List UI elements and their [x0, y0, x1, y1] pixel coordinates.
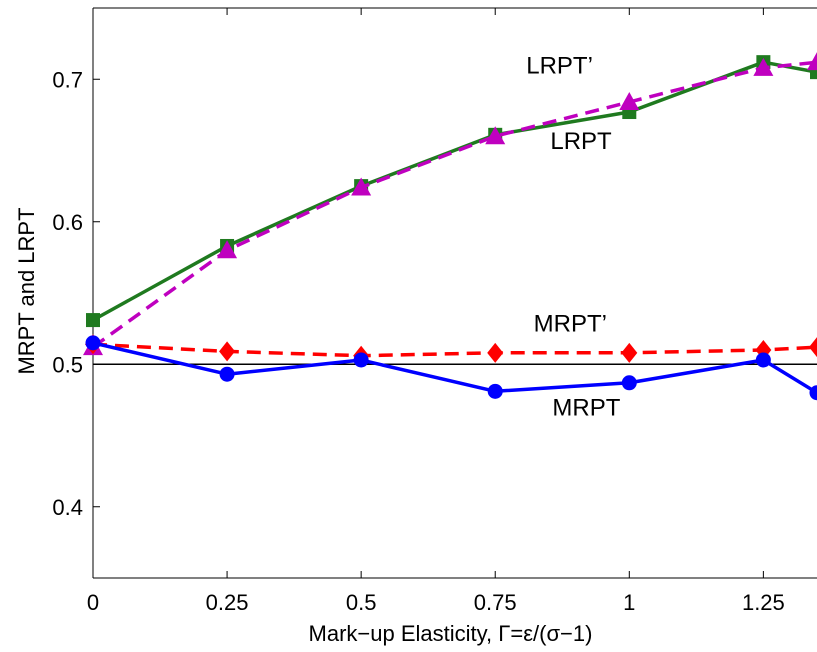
data-point-mrpt_prime [219, 341, 236, 362]
data-point-lrpt_prime [753, 57, 774, 76]
data-point-mrpt [85, 335, 101, 351]
data-point-mrpt_prime [621, 342, 638, 363]
y-tick-label: 0.7 [52, 67, 83, 92]
y-tick-label: 0.5 [52, 352, 83, 377]
data-point-mrpt [219, 366, 235, 382]
data-point-mrpt_prime [487, 342, 504, 363]
annotations: LRPT’ LRPT MRPT’ MRPT [526, 53, 620, 422]
y-tick-label: 0.4 [52, 495, 83, 520]
x-tick-label: 0.75 [474, 590, 517, 615]
data-point-mrpt [755, 352, 771, 368]
series-line-lrpt [92, 60, 817, 322]
data-point-mrpt [487, 383, 503, 399]
data-point-lrpt_prime [485, 126, 506, 145]
y-axis-label: MRPT and LRPT [14, 207, 39, 374]
series-line-lrpt_prime [91, 60, 817, 349]
x-tick-label: 1 [623, 590, 635, 615]
data-point-lrpt [810, 65, 817, 80]
axes: 0 0.25 0.5 0.75 1 1.25 0.4 0.5 0.6 0.7 [52, 7, 817, 615]
data-point-lrpt [86, 313, 100, 328]
annotation-label: MRPT [552, 395, 620, 422]
data-point-mrpt_prime [809, 337, 817, 358]
x-tick-label: 0.5 [346, 590, 377, 615]
x-tick-label: 0.25 [206, 590, 249, 615]
y-tick-label: 0.6 [52, 210, 83, 235]
x-tick-label: 0 [87, 590, 99, 615]
data-point-lrpt_prime [807, 52, 817, 71]
data-point-lrpt_prime [619, 92, 640, 111]
data-point-lrpt_prime [351, 177, 372, 196]
x-tick-label: 1.25 [742, 590, 785, 615]
annotation-label: MRPT’ [534, 310, 607, 337]
series-line-mrpt_prime [92, 342, 817, 358]
series-line-mrpt [92, 341, 817, 395]
series-group [83, 52, 817, 401]
data-point-lrpt_prime [217, 240, 238, 259]
data-point-mrpt [809, 385, 817, 401]
x-axis-label: Mark−up Elasticity, Γ=ε/(σ−1) [309, 621, 593, 646]
annotation-label: LRPT’ [526, 53, 593, 80]
annotation-label: LRPT [550, 128, 612, 155]
data-point-mrpt [621, 375, 637, 391]
data-point-mrpt [353, 352, 369, 368]
